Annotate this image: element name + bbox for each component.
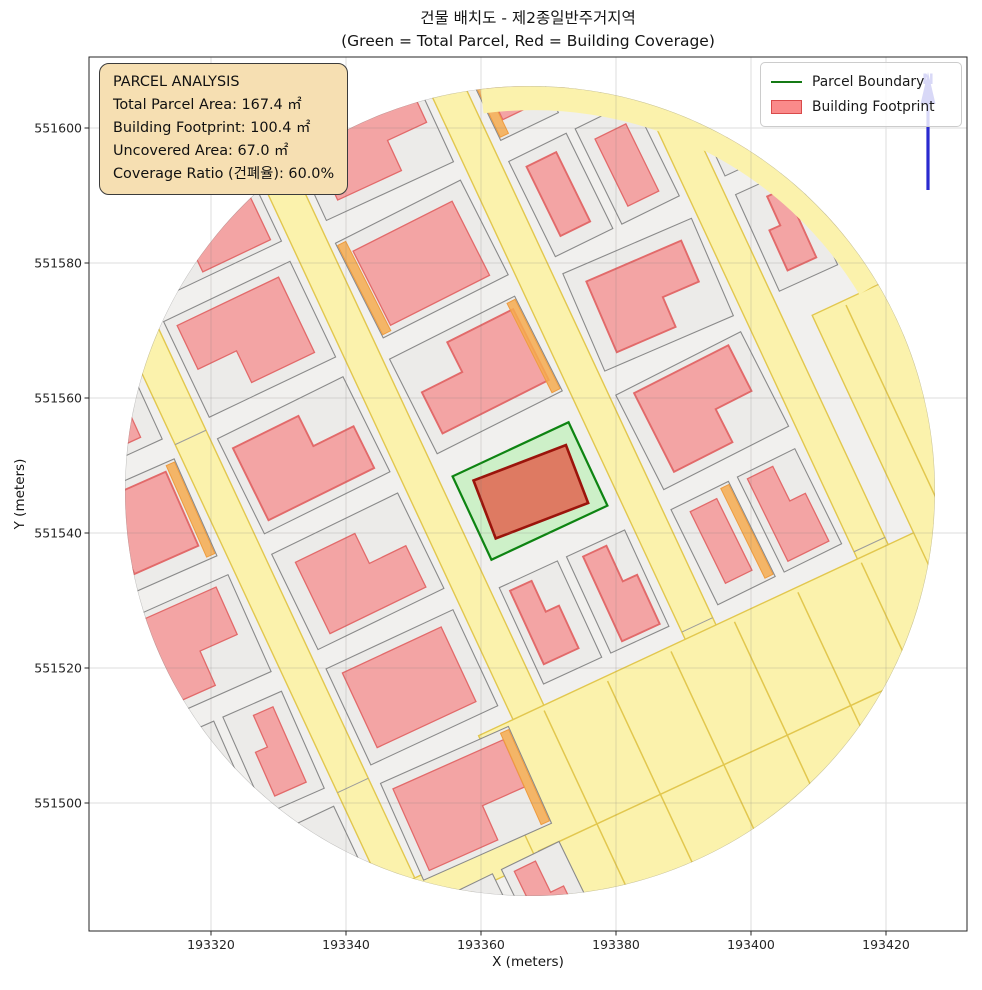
building: [341, 626, 477, 749]
target-building-footprint: [471, 443, 590, 541]
building: [176, 276, 316, 384]
city-block: [434, 840, 607, 896]
city-block: [216, 376, 391, 535]
city-block: [670, 447, 843, 606]
legend-item-building-footprint: Building Footprint: [771, 97, 951, 117]
plot-title-line2: (Green = Total Parcel, Red = Building Co…: [341, 32, 715, 50]
building: [352, 200, 491, 327]
legend-item-parcel-boundary: Parcel Boundary: [771, 72, 951, 92]
y-tick-label: 551540: [34, 525, 82, 540]
legend-label: Building Footprint: [812, 99, 935, 115]
building: [581, 544, 661, 643]
uncovered-area: Uncovered Area: 67.0 ㎡: [113, 143, 289, 159]
plot-title: 건물 배치도 - 제2종일반주거지역 (Green = Total Parcel…: [89, 7, 967, 53]
total-parcel-area: Total Parcel Area: 167.4 ㎡: [113, 97, 302, 113]
building: [689, 497, 753, 585]
building: [525, 150, 592, 238]
road-setback-strip: [506, 298, 561, 394]
building: [585, 239, 701, 354]
coverage-ratio: Coverage Ratio (건폐율): 60.0%: [113, 166, 335, 182]
parcel-analysis-box: PARCEL ANALYSIS Total Parcel Area: 167.4…: [99, 63, 349, 195]
road-setback-strip: [277, 831, 330, 896]
building: [746, 465, 830, 563]
building-footprint-patch-swatch: [771, 100, 802, 114]
road-setback-strip: [720, 483, 774, 579]
building: [508, 579, 580, 666]
target-parcel-group: [451, 420, 609, 562]
axes-frame: 193320 193340 193360 193380 193400 193420 5516…: [34, 56, 968, 952]
building: [632, 344, 753, 474]
plot-title-line1: 건물 배치도 - 제2종일반주거지역: [420, 9, 636, 27]
city-block: [162, 260, 337, 418]
parcel-boundary-line-swatch: [771, 81, 802, 83]
building: [252, 705, 308, 797]
city-block: [325, 608, 499, 766]
city-block: [125, 458, 218, 614]
city-block: [388, 295, 563, 455]
parcel-analysis-heading: PARCEL ANALYSIS: [113, 74, 240, 90]
legend-label: Parcel Boundary: [812, 74, 925, 90]
city-block: [270, 492, 445, 651]
x-tick-label: 193320: [187, 937, 235, 952]
y-axis-label: Y (meters): [12, 458, 28, 530]
building: [231, 414, 376, 522]
building: [294, 532, 427, 635]
city-block: [507, 100, 681, 258]
x-tick-label: 193340: [322, 937, 370, 952]
city-block: [498, 529, 670, 685]
x-tick-label: 193420: [862, 937, 910, 952]
x-axis-label: X (meters): [492, 954, 564, 970]
city-block: [334, 179, 509, 339]
y-tick-label: 551500: [34, 795, 82, 810]
road-setback-strip: [499, 728, 551, 826]
road-setback-strip: [337, 240, 392, 336]
city-block: [562, 217, 735, 372]
x-tick-label: 193360: [457, 937, 505, 952]
building: [594, 123, 660, 208]
x-tick-label: 193380: [592, 937, 640, 952]
city-block: [615, 331, 790, 491]
building: [125, 470, 200, 576]
y-tick-label: 551580: [34, 255, 82, 270]
x-tick-label: 193400: [727, 937, 775, 952]
y-tick-label: 551560: [34, 390, 82, 405]
legend: Parcel Boundary Building Footprint: [760, 62, 962, 127]
parcel: [434, 873, 540, 896]
building: [513, 860, 586, 896]
road-setback-strip: [165, 461, 216, 558]
building-footprint-area: Building Footprint: 100.4 ㎡: [113, 120, 311, 136]
y-tick-label: 551520: [34, 660, 82, 675]
city-block: [379, 725, 553, 881]
y-tick-label: 551600: [34, 120, 82, 135]
